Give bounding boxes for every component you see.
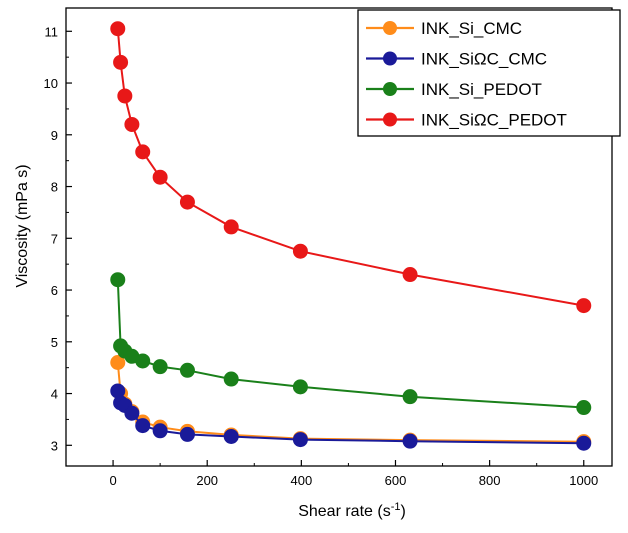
y-tick-label: 5 (51, 335, 58, 350)
data-point (292, 243, 308, 259)
series-ink-si-pedot (110, 272, 592, 416)
x-tick-label: 200 (196, 473, 218, 488)
legend-box (357, 9, 621, 137)
data-point (110, 354, 126, 370)
data-point (110, 272, 126, 288)
x-axis-title-main: Shear rate (s (298, 503, 390, 520)
data-point (152, 359, 168, 375)
data-point (152, 169, 168, 185)
data-point (113, 54, 129, 70)
legend-marker (383, 112, 397, 127)
legend: INK_Si_CMC INK_SiΩC_CMC INK_Si_PEDOT INK_Si… (357, 9, 621, 137)
y-tick-label: 9 (51, 128, 58, 143)
series-ink-si-c-pedot (110, 21, 592, 314)
x-axis-title-superscript: -1 (391, 501, 401, 513)
legend-marker (383, 21, 397, 35)
y-axis-title: Viscosity (mPa s) (14, 164, 31, 287)
data-point (223, 371, 239, 387)
x-axis-title-close: ) (400, 503, 405, 520)
data-point (179, 426, 195, 442)
data-point (292, 379, 308, 395)
data-point (576, 400, 592, 416)
data-point (402, 267, 418, 283)
data-point (110, 21, 126, 37)
legend-marker (383, 82, 397, 96)
y-tick-label: 10 (44, 76, 58, 91)
data-point (179, 362, 195, 378)
data-point (402, 389, 418, 405)
data-point (152, 423, 168, 439)
x-tick-label: 1000 (569, 473, 598, 488)
data-point (576, 435, 592, 451)
x-tick-label: 400 (290, 473, 312, 488)
data-point (124, 405, 140, 421)
legend-label: INK_Si_CMC (421, 19, 522, 38)
plot-frame (65, 7, 613, 467)
data-point (135, 353, 151, 369)
data-point (292, 432, 308, 448)
y-tick-label: 8 (51, 180, 58, 195)
series-layer (110, 21, 592, 451)
axes: 0 200 400 600 800 1000 3 4 5 6 7 8 9 10 11 (44, 7, 613, 488)
x-tick-label: 600 (385, 473, 407, 488)
data-point (402, 433, 418, 449)
legend-label: INK_Si_PEDOT (421, 80, 542, 99)
legend-label: INK_SiΩC_PEDOT (421, 111, 567, 130)
data-point (135, 144, 151, 160)
data-point (223, 219, 239, 235)
data-point (179, 194, 195, 210)
series-ink-si-c-cmc (110, 383, 592, 451)
x-tick-label: 0 (109, 473, 116, 488)
data-point (135, 418, 151, 434)
x-axis-title: Shear rate (s-1) (298, 501, 406, 520)
data-point (124, 116, 140, 132)
data-point (576, 298, 592, 314)
data-point (223, 429, 239, 445)
y-tick-label: 6 (51, 283, 58, 298)
legend-label: INK_SiΩC_CMC (421, 50, 547, 69)
y-tick-label: 4 (51, 387, 58, 402)
y-tick-label: 7 (51, 231, 58, 246)
y-tick-label: 11 (45, 24, 59, 39)
legend-marker (383, 51, 397, 66)
data-point (117, 88, 133, 104)
y-tick-label: 3 (51, 438, 58, 453)
x-tick-label: 800 (479, 473, 501, 488)
series-line (116, 279, 584, 409)
